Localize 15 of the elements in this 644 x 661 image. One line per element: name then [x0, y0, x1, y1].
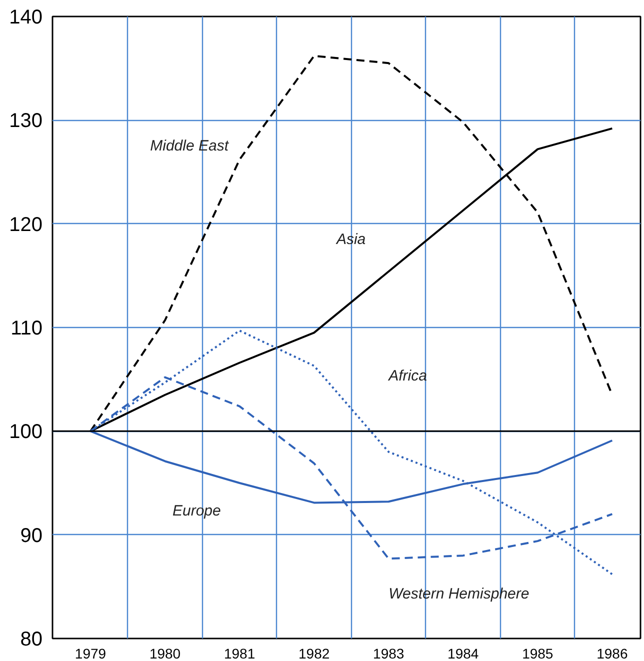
x-tick-label: 1982	[298, 646, 330, 661]
x-tick-label: 1983	[373, 646, 404, 661]
y-tick-label: 80	[20, 628, 43, 650]
y-tick-label: 100	[9, 421, 43, 444]
x-tick-label: 1981	[224, 646, 256, 661]
y-tick-label: 110	[10, 318, 43, 340]
y-tick-label: 120	[9, 214, 43, 236]
y-tick-label: 130	[9, 110, 43, 132]
x-tick-label: 1985	[522, 646, 554, 661]
y-tick-label: 90	[20, 524, 43, 547]
x-tick-label: 1980	[149, 646, 181, 661]
x-tick-label: 1984	[448, 646, 479, 661]
y-tick-label: 140	[9, 6, 43, 28]
x-tick-label: 1986	[596, 646, 628, 661]
x-tick-label: 1979	[74, 646, 106, 661]
